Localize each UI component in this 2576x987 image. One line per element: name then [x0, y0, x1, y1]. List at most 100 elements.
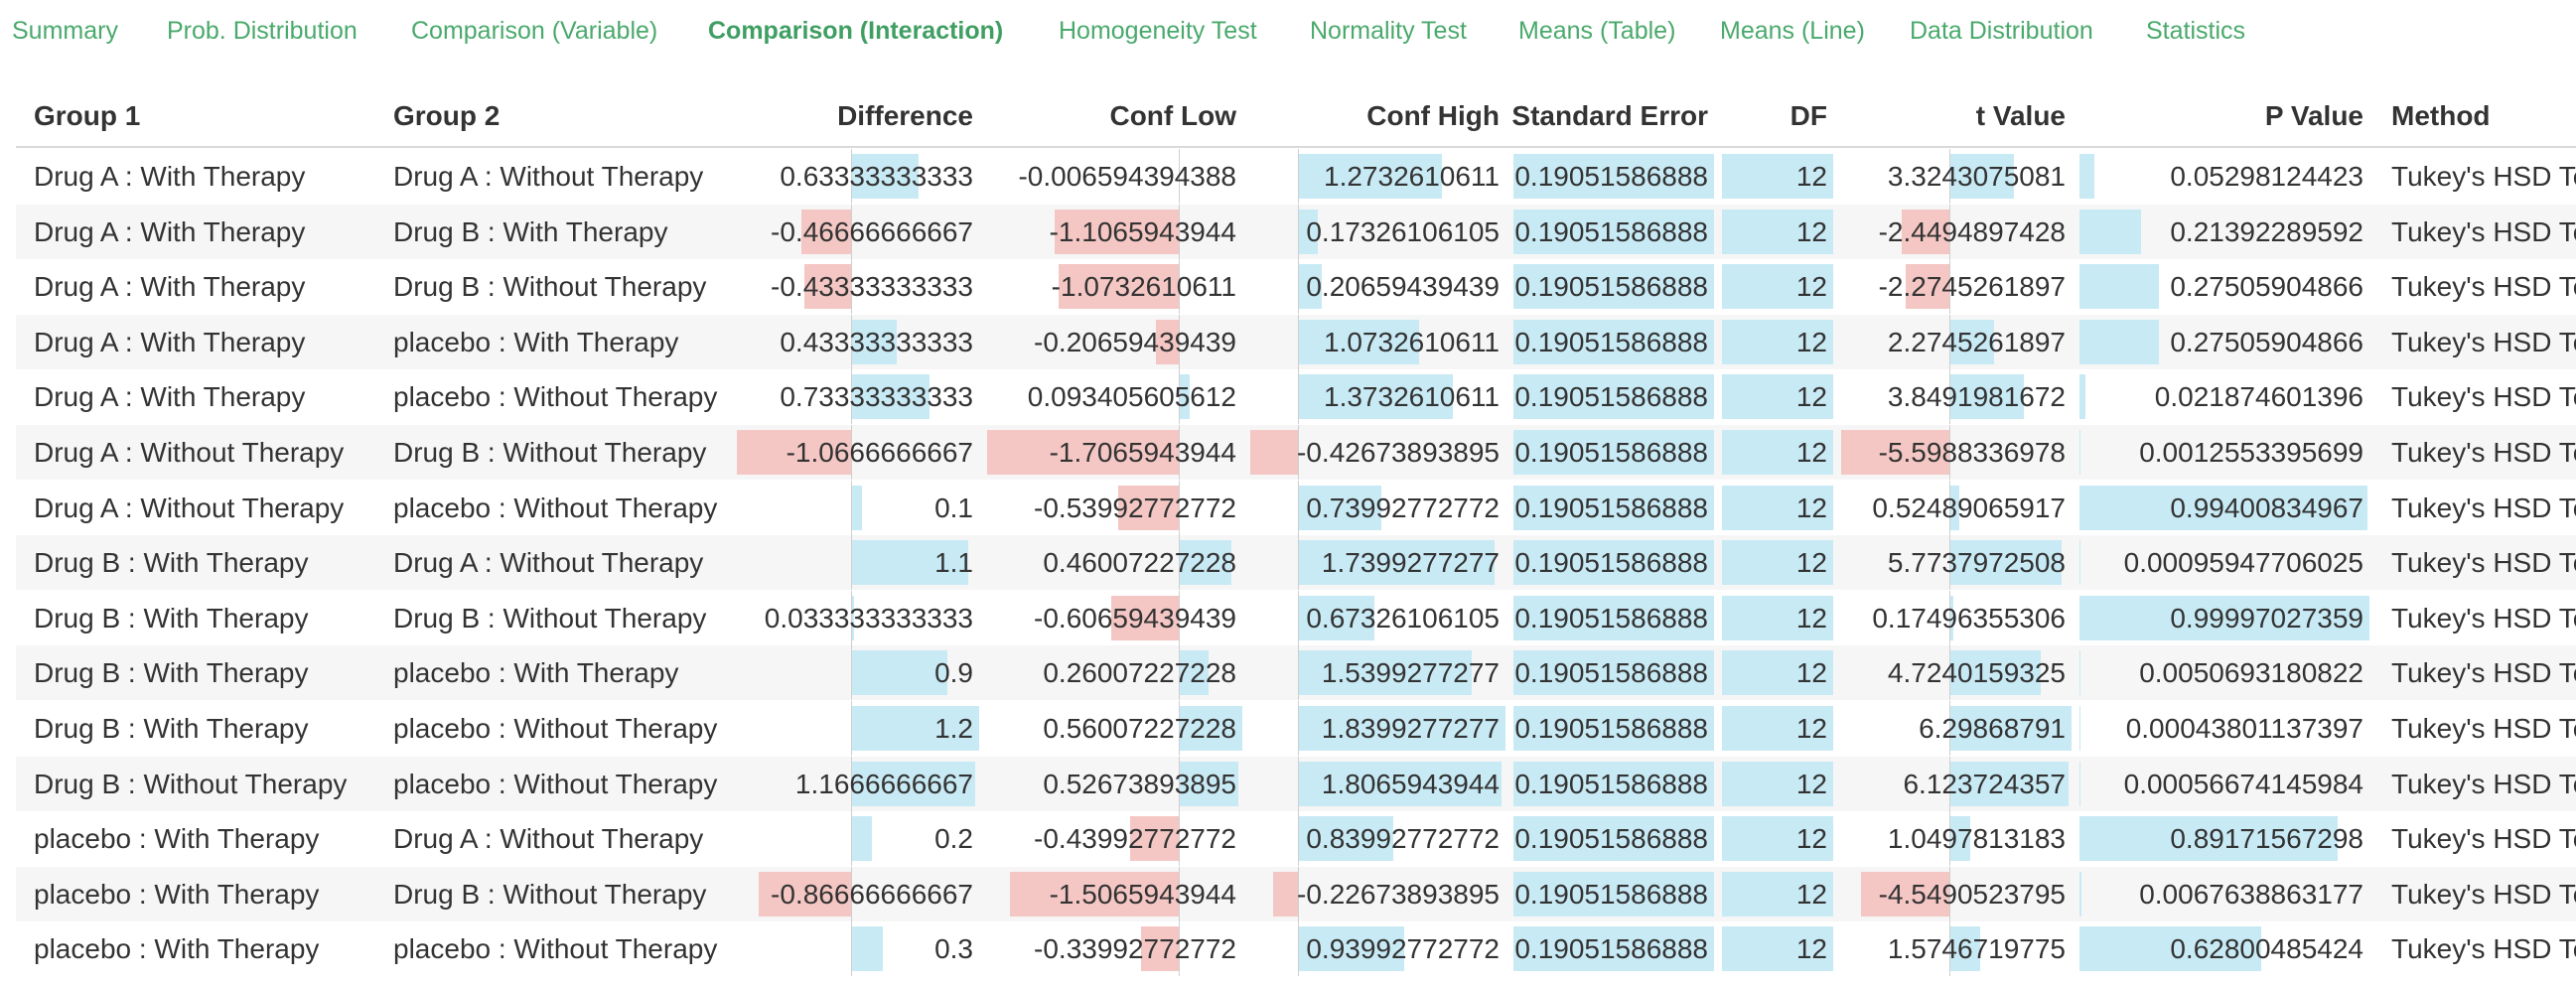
value-bar — [2079, 485, 2368, 530]
header-divider — [16, 146, 2576, 148]
value-bar — [850, 650, 947, 696]
column-header-method[interactable]: Method — [2391, 100, 2491, 131]
column-header-df[interactable]: DF — [1789, 100, 1827, 131]
table-row[interactable]: Drug B : With Therapy placebo : With Ther… — [16, 645, 2576, 701]
cell-value: Drug B : With Therapy — [34, 602, 309, 634]
table-row[interactable]: Drug A : Without Therapy Drug B : Without… — [16, 425, 2576, 480]
tab-comparison-variable[interactable]: Comparison (Variable) — [411, 17, 658, 45]
cell-value: Tukey's HSD Test — [2391, 768, 2576, 799]
cell-t-value: 0.52489065917 — [1837, 480, 2075, 535]
value-bar — [1513, 209, 1714, 254]
tab-means-table[interactable]: Means (Table) — [1518, 17, 1676, 45]
cell-value: Tukey's HSD Test — [2391, 878, 2576, 910]
cell-difference: 0.2 — [733, 811, 983, 867]
cell-value: Tukey's HSD Test — [2391, 326, 2576, 357]
zero-line — [1298, 811, 1300, 867]
tab-summary[interactable]: Summary — [12, 17, 118, 45]
value-bar — [1513, 430, 1714, 475]
table-row[interactable]: Drug B : With Therapy Drug A : Without Th… — [16, 535, 2576, 591]
cell-value: Tukey's HSD Test — [2391, 547, 2576, 579]
value-bar — [1118, 485, 1180, 530]
tab-comparison-interaction[interactable]: Comparison (Interaction) — [708, 17, 1004, 45]
value-bar — [2079, 761, 2080, 806]
table-row[interactable]: placebo : With Therapy Drug B : Without T… — [16, 866, 2576, 921]
column-header-standard-error[interactable]: Standard Error — [1511, 100, 1708, 131]
tab-statistics[interactable]: Statistics — [2146, 17, 2246, 45]
zero-line — [1949, 149, 1951, 204]
cell-standard-error: 0.19051586888 — [1509, 811, 1718, 866]
cell-df: 12 — [1718, 757, 1837, 811]
cell-value: 0.19051586888 — [1514, 602, 1708, 634]
value-bar — [1129, 816, 1180, 862]
table-row[interactable]: Drug B : With Therapy Drug B : Without Th… — [16, 590, 2576, 645]
cell-difference: 0.73333333333 — [733, 369, 983, 425]
zero-line — [1949, 259, 1951, 315]
cell-conf-high: 0.67326106105 — [1246, 590, 1509, 645]
table-row[interactable]: Drug A : With Therapy placebo : Without T… — [16, 369, 2576, 425]
table-row[interactable]: Drug B : With Therapy placebo : Without T… — [16, 701, 2576, 756]
cell-t-value: 5.7737972508 — [1837, 535, 2075, 591]
value-bar — [1272, 871, 1299, 916]
cell-value: -0.46666666667 — [771, 215, 973, 247]
tab-homogeneity-test[interactable]: Homogeneity Test — [1059, 17, 1257, 45]
cell-p-value: 0.0067638863177 — [2075, 867, 2373, 921]
cell-conf-low: -0.60659439439 — [983, 590, 1246, 645]
table-row[interactable]: placebo : With Therapy Drug A : Without T… — [16, 811, 2576, 867]
table-row[interactable]: Drug A : With Therapy Drug B : With Thera… — [16, 204, 2576, 259]
cell-value: 3.8491981672 — [1887, 381, 2066, 413]
cell-standard-error: 0.19051586888 — [1509, 757, 1718, 811]
cell-difference: 0.1 — [733, 480, 983, 535]
table-row[interactable]: Drug A : Without Therapy placebo : Withou… — [16, 480, 2576, 535]
value-bar — [1298, 816, 1393, 862]
value-bar — [1513, 485, 1714, 530]
cell-t-value: -4.5490523795 — [1837, 866, 2075, 921]
cell-group-2: Drug A : Without Therapy — [375, 535, 733, 590]
zero-line — [850, 811, 852, 867]
value-bar — [1722, 816, 1833, 862]
cell-conf-high: 1.0732610611 — [1246, 314, 1509, 369]
cell-value: 1.0497813183 — [1887, 823, 2066, 855]
cell-value: placebo : Without Therapy — [393, 381, 718, 413]
table-row[interactable]: Drug A : With Therapy Drug A : Without Th… — [16, 149, 2576, 204]
value-bar — [800, 209, 851, 254]
column-header-group-2[interactable]: Group 2 — [393, 100, 501, 131]
table-row[interactable]: placebo : With Therapy placebo : Without … — [16, 921, 2576, 977]
zero-line — [1298, 921, 1300, 977]
zero-line — [1298, 535, 1300, 591]
column-header-difference[interactable]: Difference — [837, 100, 973, 131]
value-bar — [2079, 650, 2081, 696]
tab-means-line[interactable]: Means (Line) — [1720, 17, 1865, 45]
cell-value: 1.8065943944 — [1321, 768, 1500, 799]
table-row[interactable]: Drug B : Without Therapy placebo : Withou… — [16, 756, 2576, 811]
tab-normality-test[interactable]: Normality Test — [1310, 17, 1467, 45]
table-row[interactable]: Drug A : With Therapy Drug B : Without Th… — [16, 259, 2576, 315]
zero-line — [850, 259, 852, 315]
cell-value: 0.17326106105 — [1306, 215, 1500, 247]
cell-value: 6.29868791 — [1919, 713, 2066, 744]
column-header-conf-low[interactable]: Conf Low — [1109, 100, 1236, 131]
column-header-p-value[interactable]: P Value — [2264, 100, 2363, 131]
cell-value: 1.0732610611 — [1324, 326, 1500, 357]
cell-value: 12 — [1795, 437, 1827, 468]
column-header-group-1[interactable]: Group 1 — [34, 100, 141, 131]
tab-data-distribution[interactable]: Data Distribution — [1910, 17, 2093, 45]
table-row[interactable]: Drug A : With Therapy placebo : With Ther… — [16, 314, 2576, 369]
cell-group-2: Drug B : Without Therapy — [375, 425, 733, 480]
cell-df: 12 — [1718, 645, 1837, 700]
tab-prob-distribution[interactable]: Prob. Distribution — [167, 17, 358, 45]
zero-line — [1298, 149, 1300, 204]
zero-line — [850, 921, 852, 977]
cell-value: 0.19051586888 — [1514, 768, 1708, 799]
cell-value: 0.00056674145984 — [2123, 768, 2363, 799]
cell-value: Drug B : Without Therapy — [393, 602, 707, 634]
cell-value: 0.19051586888 — [1514, 161, 1708, 192]
value-bar — [804, 264, 851, 310]
cell-value: 0.05298124423 — [2170, 161, 2363, 192]
column-header-conf-high[interactable]: Conf High — [1366, 100, 1500, 131]
cell-group-2: Drug B : Without Therapy — [375, 591, 733, 645]
cell-value: Drug B : With Therapy — [34, 547, 309, 579]
column-header-t-value[interactable]: t Value — [1975, 100, 2066, 131]
zero-line — [1949, 204, 1951, 259]
cell-value: Drug A : Without Therapy — [34, 492, 345, 523]
cell-value: placebo : Without Therapy — [393, 713, 718, 744]
